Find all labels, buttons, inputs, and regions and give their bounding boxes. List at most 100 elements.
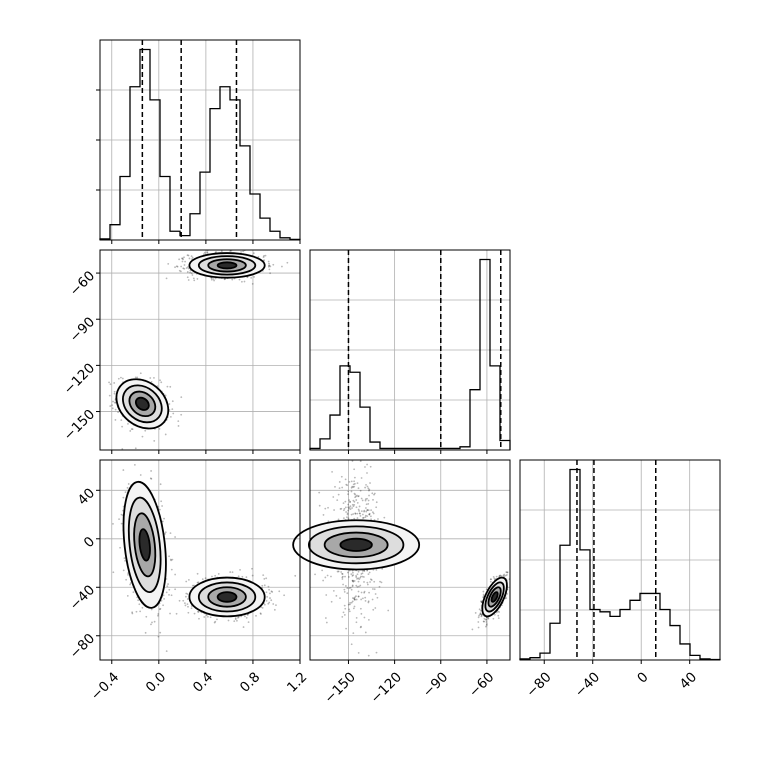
sample-point (358, 578, 361, 581)
sample-point (322, 514, 325, 516)
sample-point (346, 516, 348, 519)
sample-point (353, 485, 356, 488)
sample-point (267, 585, 270, 588)
sample-point (487, 616, 490, 619)
sample-point (347, 603, 350, 606)
sample-point (161, 520, 164, 523)
sample-point (493, 577, 496, 580)
sample-point (325, 594, 328, 596)
sample-point (111, 407, 114, 410)
sample-point (366, 497, 368, 500)
sample-point (191, 256, 194, 259)
contour-line (307, 525, 405, 565)
sample-point (365, 510, 368, 513)
sample-point (482, 590, 485, 593)
sample-point (162, 594, 165, 597)
sample-point (261, 584, 264, 587)
sample-point (268, 262, 270, 265)
sample-point (137, 599, 140, 602)
scatter-blob (112, 460, 177, 652)
sample-point (183, 267, 186, 270)
sample-point (353, 597, 356, 600)
sample-point (343, 614, 346, 616)
sample-point (349, 505, 352, 508)
sample-point (342, 502, 345, 505)
sample-point (185, 580, 188, 583)
sample-point (368, 571, 371, 574)
sample-point (269, 265, 272, 268)
sample-point (251, 574, 254, 577)
sample-point (141, 435, 144, 438)
sample-point (231, 571, 234, 574)
sample-point (344, 506, 347, 509)
sample-point (346, 484, 349, 487)
sample-point (503, 573, 506, 576)
sample-point (360, 477, 363, 479)
sample-point (241, 280, 243, 283)
sample-point (144, 429, 147, 432)
sample-point (184, 260, 187, 263)
sample-point (175, 612, 178, 615)
sample-point (160, 599, 163, 602)
sample-point (373, 493, 375, 496)
sample-point (343, 604, 346, 607)
sample-point (175, 265, 178, 268)
sample-point (281, 265, 283, 268)
sample-point (478, 608, 481, 611)
sample-point (477, 621, 480, 623)
sample-point (184, 604, 187, 607)
sample-point (131, 611, 134, 614)
sample-point (150, 623, 152, 626)
sample-point (158, 508, 161, 511)
sample-point (268, 268, 271, 271)
sample-point (346, 512, 349, 515)
sample-point (350, 480, 353, 483)
sample-point (186, 271, 189, 273)
sample-point (340, 507, 343, 510)
contour-line (323, 531, 389, 559)
sample-point (182, 267, 185, 270)
sample-point (331, 470, 333, 473)
sample-point (153, 620, 156, 623)
sample-point (206, 251, 209, 254)
sample-point (150, 477, 153, 480)
sample-point (124, 491, 127, 494)
sample-point (269, 272, 272, 275)
sample-point (352, 632, 355, 634)
sample-point (213, 279, 215, 282)
sample-point (364, 516, 367, 519)
sample-point (180, 396, 183, 399)
sample-point (369, 581, 371, 583)
sample-point (187, 254, 190, 257)
sample-point (353, 597, 356, 600)
sample-point (190, 255, 193, 257)
sample-point (373, 580, 376, 583)
sample-point (357, 570, 360, 573)
sample-point (268, 264, 271, 267)
contour-line (207, 586, 247, 608)
sample-point (114, 408, 117, 411)
sample-point (357, 651, 360, 654)
sample-point (495, 575, 498, 578)
sample-point (479, 609, 482, 612)
sample-point (162, 604, 164, 607)
sample-point (186, 276, 189, 279)
sample-point (375, 651, 378, 654)
sample-point (168, 555, 170, 558)
sample-point (271, 591, 274, 593)
sample-point (356, 512, 359, 515)
sample-point (359, 514, 362, 517)
sample-point (124, 559, 126, 562)
sample-point (361, 575, 364, 578)
sample-point (153, 440, 156, 442)
sample-point (349, 501, 351, 503)
sample-point (369, 515, 372, 518)
sample-point (111, 404, 114, 407)
sample-point (351, 485, 354, 488)
panel-frame (99, 249, 301, 451)
sample-point (245, 617, 248, 619)
sample-point (318, 491, 321, 494)
sample-point (341, 615, 344, 618)
sample-point (169, 612, 171, 615)
sample-point (286, 261, 289, 264)
